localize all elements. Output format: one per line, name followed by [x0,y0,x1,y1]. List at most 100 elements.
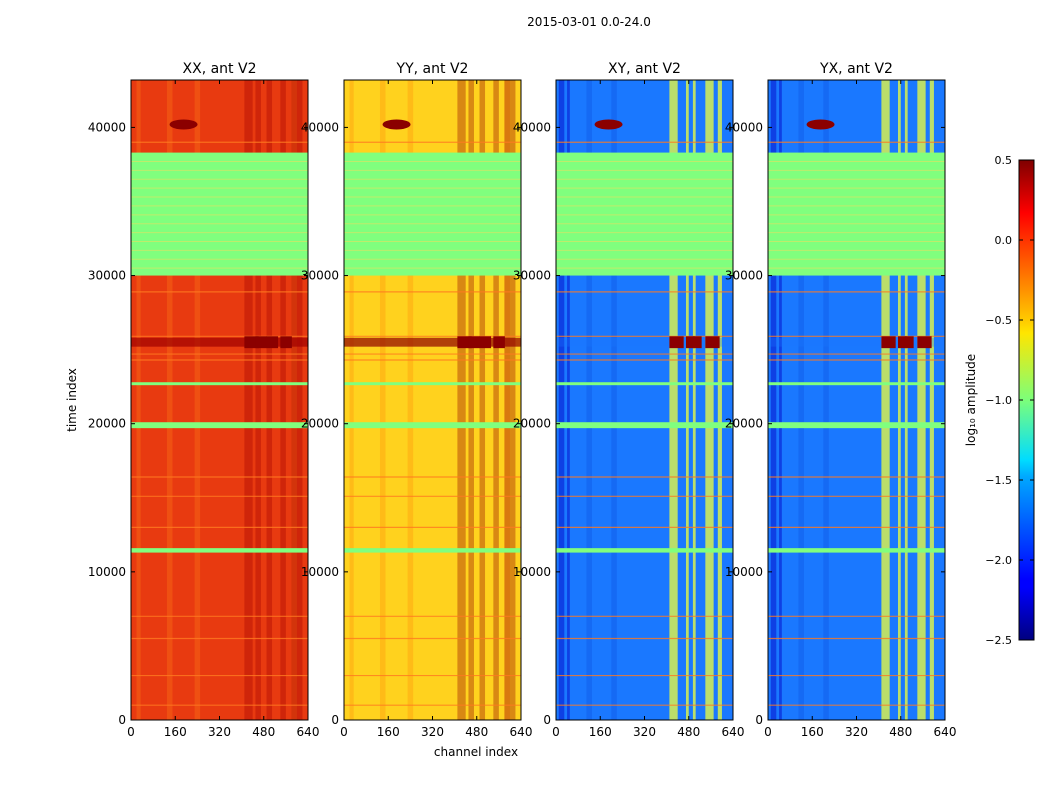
flagged-band [344,382,521,386]
x-tick-label: 320 [208,725,231,739]
panel-title: YX, ant V2 [819,61,893,77]
flagged-band [768,548,945,553]
y-tick-label: 40000 [725,120,763,134]
strong-spot [897,336,907,349]
strong-band [131,337,308,347]
x-tick-label: 160 [801,725,824,739]
channel-stripe [586,80,592,720]
colorbar-ticks: 0.5 0.0 −0.5 −1.0 −1.5 −2.0 −2.5 [985,154,1034,647]
channel-stripe [504,80,510,720]
rfi-channel [904,80,908,720]
rfi-channel [717,80,722,720]
heatmap-cells [131,80,308,720]
x-tick-label: 640 [934,725,957,739]
heatmap-panel: YY, ant V2 0 160 320 480 640 0 10000 20000 30000 4… [301,61,533,739]
rfi-channel [291,80,303,720]
rfi-channel [255,80,261,720]
x-tick-label: 160 [164,725,187,739]
heatmap-panel: XY, ant V2 0 160 320 480 640 0 10000 20000 30000 4… [513,61,745,739]
strong-spot [468,336,480,349]
heatmap-cells [344,80,521,720]
colorbar-tick-label: −2.0 [985,554,1012,567]
channel-stripe [349,80,354,720]
y-tick-label: 20000 [301,417,339,431]
x-tick-label: 480 [889,725,912,739]
channel-stripe [407,80,414,720]
strong-band [344,337,521,347]
strong-spot [266,336,279,349]
flagged-band [556,548,733,553]
channel-stripe [779,80,782,720]
y-tick-label: 30000 [88,269,126,283]
bright-source [806,119,835,130]
rfi-channel [692,80,696,720]
y-tick-label: 40000 [88,120,126,134]
flagged-band [768,152,945,276]
y-tick-label: 30000 [725,269,763,283]
y-tick-label: 40000 [301,120,339,134]
y-tick-label: 0 [543,713,551,727]
channel-stripe [291,80,297,720]
strong-spot [493,336,505,349]
channel-stripe [558,80,565,720]
colorbar-tick-label: −2.5 [985,634,1012,647]
flagged-band [344,152,521,276]
y-tick-label: 0 [331,713,339,727]
rfi-channel [479,80,486,720]
heatmap-panels: XX, ant V2 0 160 320 480 640 0 10000 20000 30000 4… [88,61,957,739]
x-tick-label: 480 [465,725,488,739]
flagged-band [131,422,308,429]
x-axis-label: channel index [434,745,518,759]
y-tick-label: 30000 [513,269,551,283]
colorbar-tick-label: −1.5 [985,474,1012,487]
strong-spot [692,336,702,349]
rfi-channel [280,80,286,720]
rfi-channel [457,80,466,720]
strong-spot [479,336,492,349]
y-tick-label: 40000 [513,120,551,134]
rfi-channel [669,80,678,720]
rfi-channel [266,80,273,720]
flagged-band [131,548,308,553]
colorbar-tick-label: −0.5 [985,314,1012,327]
strong-band [768,337,945,347]
flagged-band [344,422,521,429]
colorbar-tick-label: 0.0 [995,234,1013,247]
strong-spot [705,336,720,349]
colorbar-label: log₁₀ amplitude [964,354,978,446]
strong-spot [280,336,292,349]
heatmap-panel: XX, ant V2 0 160 320 480 640 0 10000 20000 30000 4… [88,61,320,739]
bright-source [169,119,198,130]
figure-suptitle: 2015-03-01 0.0-24.0 [527,15,651,29]
y-tick-label: 0 [118,713,126,727]
flagged-band [556,422,733,429]
y-tick-label: 10000 [513,565,551,579]
channel-stripe [379,80,386,720]
channel-stripe [770,80,777,720]
x-tick-label: 640 [297,725,320,739]
x-tick-label: 0 [764,725,772,739]
x-tick-label: 480 [677,725,700,739]
strong-spot [904,336,914,349]
flagged-band [344,548,521,553]
x-tick-label: 0 [552,725,560,739]
rfi-channel [881,80,890,720]
channel-stripe [136,80,141,720]
colorbar: 0.5 0.0 −0.5 −1.0 −1.5 −2.0 −2.5 log₁₀ amplitu… [964,154,1035,647]
y-tick-label: 20000 [88,417,126,431]
x-tick-label: 640 [722,725,745,739]
x-tick-label: 320 [633,725,656,739]
y-tick-label: 20000 [513,417,551,431]
rfi-channel [685,80,689,720]
x-tick-label: 320 [845,725,868,739]
flagged-band [131,382,308,386]
strong-band [556,337,733,347]
x-tick-label: 0 [340,725,348,739]
x-tick-label: 480 [252,725,275,739]
channel-stripe [166,80,173,720]
colorbar-tick-label: 0.5 [995,154,1013,167]
channel-stripe [798,80,804,720]
y-axis-label: time index [65,368,79,432]
x-tick-label: 160 [377,725,400,739]
